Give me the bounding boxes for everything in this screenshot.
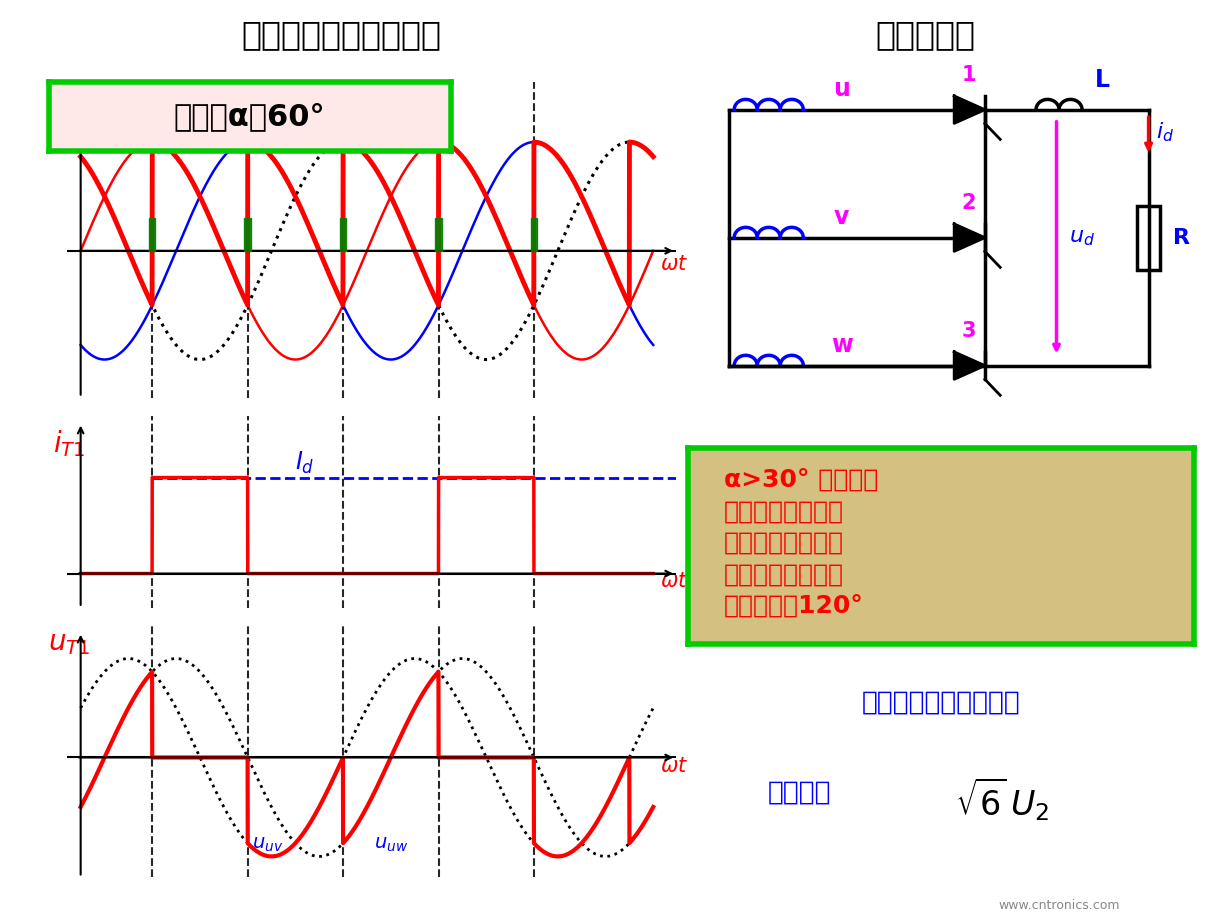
Text: $i_{T1}$: $i_{T1}$ — [54, 428, 85, 459]
Text: α>30° 时，电压
波形出现负值，波
形连续，输出电压
平均值下降，晶闸
管导通角为120°: α>30° 时，电压 波形出现负值，波 形连续，输出电压 平均值下降，晶闸 管导… — [723, 467, 878, 618]
Bar — [531, 218, 537, 250]
Text: $u_d$: $u_d$ — [54, 90, 85, 118]
Text: $u_{T1}$: $u_{T1}$ — [49, 629, 90, 657]
Text: $u_{uw}$: $u_{uw}$ — [374, 835, 408, 855]
Text: $u_{uv}$: $u_{uv}$ — [252, 835, 284, 855]
Text: $i_d$: $i_d$ — [1156, 121, 1174, 144]
Polygon shape — [954, 352, 985, 379]
Text: $u_u$: $u_u$ — [426, 104, 451, 123]
Bar — [340, 218, 346, 250]
Text: 3: 3 — [962, 321, 977, 341]
Text: w: w — [831, 333, 853, 356]
Text: 2: 2 — [962, 193, 977, 213]
Text: $u_u$: $u_u$ — [140, 104, 164, 123]
Text: $u_w$: $u_w$ — [329, 104, 356, 123]
Text: $I_d$: $I_d$ — [295, 450, 315, 475]
Bar — [435, 218, 442, 250]
Text: $u_d$: $u_d$ — [1069, 228, 1095, 248]
Text: 电感性负载: 电感性负载 — [876, 17, 976, 51]
Text: R: R — [1173, 228, 1190, 248]
Polygon shape — [954, 96, 985, 123]
Text: $\omega t$: $\omega t$ — [660, 756, 688, 776]
Text: v: v — [834, 205, 849, 228]
Text: $u_v$: $u_v$ — [236, 104, 261, 123]
Text: 三相半波可控整流电路: 三相半波可控整流电路 — [241, 17, 441, 51]
Bar — [149, 218, 156, 250]
Text: 1: 1 — [962, 65, 977, 85]
Text: u: u — [833, 77, 850, 101]
Bar — [245, 218, 251, 250]
Text: L: L — [1095, 68, 1110, 91]
Text: $\sqrt{6}\,U_2$: $\sqrt{6}\,U_2$ — [955, 775, 1049, 823]
Text: 晶闸管承受的最大正反: 晶闸管承受的最大正反 — [861, 690, 1021, 716]
Text: 控制角α＝60°: 控制角α＝60° — [174, 102, 325, 131]
Bar — [1138, 206, 1160, 270]
Polygon shape — [954, 224, 985, 251]
Text: 向压降为: 向压降为 — [767, 780, 831, 805]
Text: $\omega t$: $\omega t$ — [660, 571, 688, 591]
Text: www.cntronics.com: www.cntronics.com — [999, 899, 1121, 912]
Text: $\omega t$: $\omega t$ — [660, 254, 688, 274]
